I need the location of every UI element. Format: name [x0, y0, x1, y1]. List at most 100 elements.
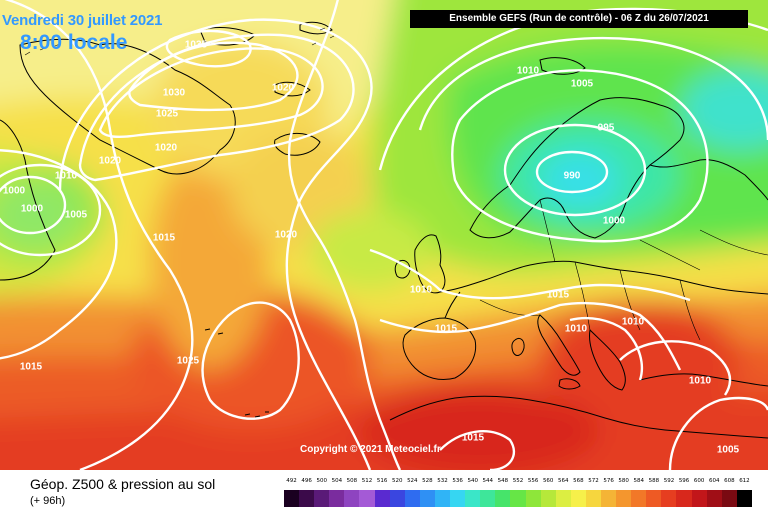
legend-label: 544 — [482, 478, 494, 484]
legend-swatch — [344, 490, 360, 507]
legend-label: 500 — [316, 478, 327, 484]
legend-swatch — [434, 490, 451, 507]
legend-label: 564 — [558, 478, 569, 484]
legend-label: 540 — [467, 478, 478, 484]
isobar-label: 1015 — [152, 232, 176, 244]
legend-color-bar — [284, 490, 752, 507]
legend-swatch — [631, 490, 647, 507]
legend-swatch — [389, 490, 405, 507]
isobar-label: 1020 — [274, 229, 298, 241]
isobar-label: 990 — [563, 170, 581, 182]
legend-swatch — [600, 490, 617, 507]
legend-label: 596 — [678, 478, 690, 484]
legend-labels: 492 496 500 504 508 512 516 520 524 528 532 536 540 5… — [284, 478, 752, 490]
legend-swatch — [495, 490, 511, 507]
legend-label: 536 — [452, 478, 463, 484]
legend-label: 556 — [527, 478, 539, 484]
legend-swatch — [676, 490, 692, 507]
isobar-label: 1025 — [176, 355, 200, 367]
legend-swatch — [329, 490, 345, 507]
isobar-label: 1025 — [155, 108, 179, 120]
legend-label: 520 — [391, 478, 403, 484]
copyright-notice: Copyright © 2021 Meteociel.fr — [300, 444, 441, 455]
legend-label: 560 — [542, 478, 554, 484]
legend-label: 592 — [663, 478, 675, 484]
legend-swatch — [721, 490, 737, 507]
isobar-label: 1005 — [570, 78, 594, 90]
legend-label: 492 — [286, 478, 297, 484]
legend-label: 524 — [407, 478, 418, 484]
legend-swatch — [570, 490, 586, 507]
isobar-label: 1000 — [20, 203, 44, 215]
run-info-banner: Ensemble GEFS (Run de contrôle) - 06 Z d… — [410, 10, 748, 28]
legend-label: 584 — [633, 478, 645, 484]
isobar-label: 1015 — [461, 432, 485, 444]
legend-swatch — [540, 490, 556, 507]
isobar-label: 995 — [597, 122, 615, 134]
isobar-label: 1020 — [154, 142, 178, 154]
legend-swatch — [314, 490, 330, 507]
legend-label: 504 — [331, 478, 343, 484]
footer-bar: Géop. Z500 & pression au sol (+ 96h) 492… — [0, 470, 768, 512]
legend-label: 528 — [422, 478, 433, 484]
forecast-date: Vendredi 30 juillet 2021 — [2, 12, 163, 29]
isobar-label: 1010 — [516, 65, 540, 77]
isobar-label: 1015 — [19, 361, 43, 373]
isobar-label: 1010 — [409, 284, 433, 296]
map-details — [24, 27, 335, 56]
legend-label: 548 — [497, 478, 509, 484]
legend-swatch — [510, 490, 526, 507]
legend-swatch — [661, 490, 677, 507]
legend-label: 516 — [376, 478, 388, 484]
legend-swatch — [691, 490, 707, 507]
map-canvas — [0, 0, 768, 470]
legend-label: 612 — [739, 478, 750, 484]
legend-swatch — [299, 490, 315, 507]
legend-swatch — [374, 490, 390, 507]
legend-label: 600 — [693, 478, 705, 484]
isobar-label: 1015 — [434, 323, 458, 335]
color-scale-legend: 492 496 500 504 508 512 516 520 524 528 532 536 540 5… — [284, 478, 752, 510]
isobar-label: 1005 — [64, 209, 88, 221]
legend-swatch — [736, 490, 752, 507]
legend-swatch — [359, 490, 375, 507]
legend-label: 512 — [361, 478, 373, 484]
isobar-label: 1030 — [162, 87, 186, 99]
forecast-time: 8:00 locale — [20, 31, 128, 54]
weather-map: 1035 1030 1025 1020 1020 1020 1010 1000 … — [0, 0, 768, 470]
isobar-label: 1010 — [564, 323, 588, 335]
legend-swatch — [585, 490, 601, 507]
isobar-label: 1000 — [2, 185, 26, 197]
legend-label: 572 — [588, 478, 599, 484]
legend-swatch — [419, 490, 435, 507]
isobar-label: 1010 — [54, 170, 78, 182]
legend-label: 608 — [724, 478, 735, 484]
isobar-label: 1015 — [546, 289, 570, 301]
isobar-label: 1005 — [716, 444, 740, 456]
legend-swatch — [480, 490, 496, 507]
isobar-label: 1035 — [184, 39, 208, 51]
legend-swatch — [525, 490, 541, 507]
legend-swatch — [646, 490, 662, 507]
legend-swatch — [616, 490, 632, 507]
legend-swatch — [555, 490, 571, 507]
legend-swatch — [404, 490, 420, 507]
legend-label: 496 — [301, 478, 312, 484]
legend-label: 588 — [648, 478, 660, 484]
legend-label: 508 — [346, 478, 358, 484]
legend-label: 532 — [437, 478, 448, 484]
legend-swatch — [706, 490, 722, 507]
geopotential-shading — [0, 0, 768, 470]
legend-label: 576 — [603, 478, 614, 484]
legend-swatch — [284, 490, 300, 507]
isobar-label: 1020 — [271, 82, 295, 94]
isobar-label: 1000 — [602, 215, 626, 227]
legend-label: 568 — [573, 478, 584, 484]
legend-label: 604 — [709, 478, 720, 484]
legend-label: 580 — [618, 478, 629, 484]
isobar-label: 1010 — [688, 375, 712, 387]
legend-swatch — [465, 490, 481, 507]
isobar-label: 1020 — [98, 155, 122, 167]
legend-swatch — [450, 490, 466, 507]
parameter-title: Géop. Z500 & pression au sol — [30, 476, 216, 492]
